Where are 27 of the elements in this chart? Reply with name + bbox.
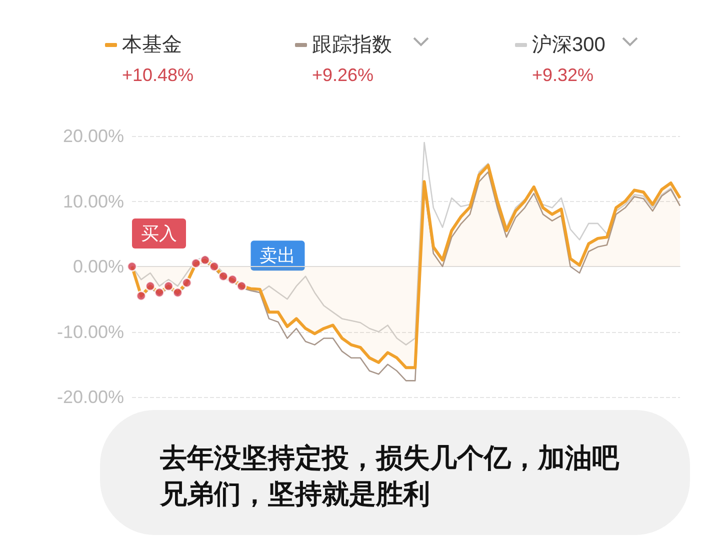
text: +9.26% [312,65,374,85]
y-tick-label: 20.00% [62,126,124,146]
point [208,261,220,272]
point [236,280,247,292]
legend-label: 本基金 [122,34,182,56]
y-tick-label: 10.00% [62,191,124,212]
y-tick-label: -10.00% [56,322,124,342]
text: +9.32% [532,65,594,85]
point [227,274,238,285]
point [136,290,146,302]
annotation: 卖出 [260,246,296,266]
point [163,280,174,292]
point [218,271,229,282]
point [126,261,138,272]
point [190,258,202,268]
point [182,278,192,288]
point [145,280,156,292]
legend-label: 沪深300 [532,33,606,56]
text: +10.48% [122,65,194,85]
y-tick-label: -20.00% [56,387,124,407]
text: 去年没坚持定投，损失几个亿，加油吧兄弟们，坚持就是胜利 [159,443,620,509]
point [172,287,183,298]
y-tick-label: 0.00% [72,256,124,276]
legend-label: 跟踪指数 [312,34,392,56]
annotation: 买入 [141,224,177,244]
point [154,287,165,298]
point [200,254,210,266]
